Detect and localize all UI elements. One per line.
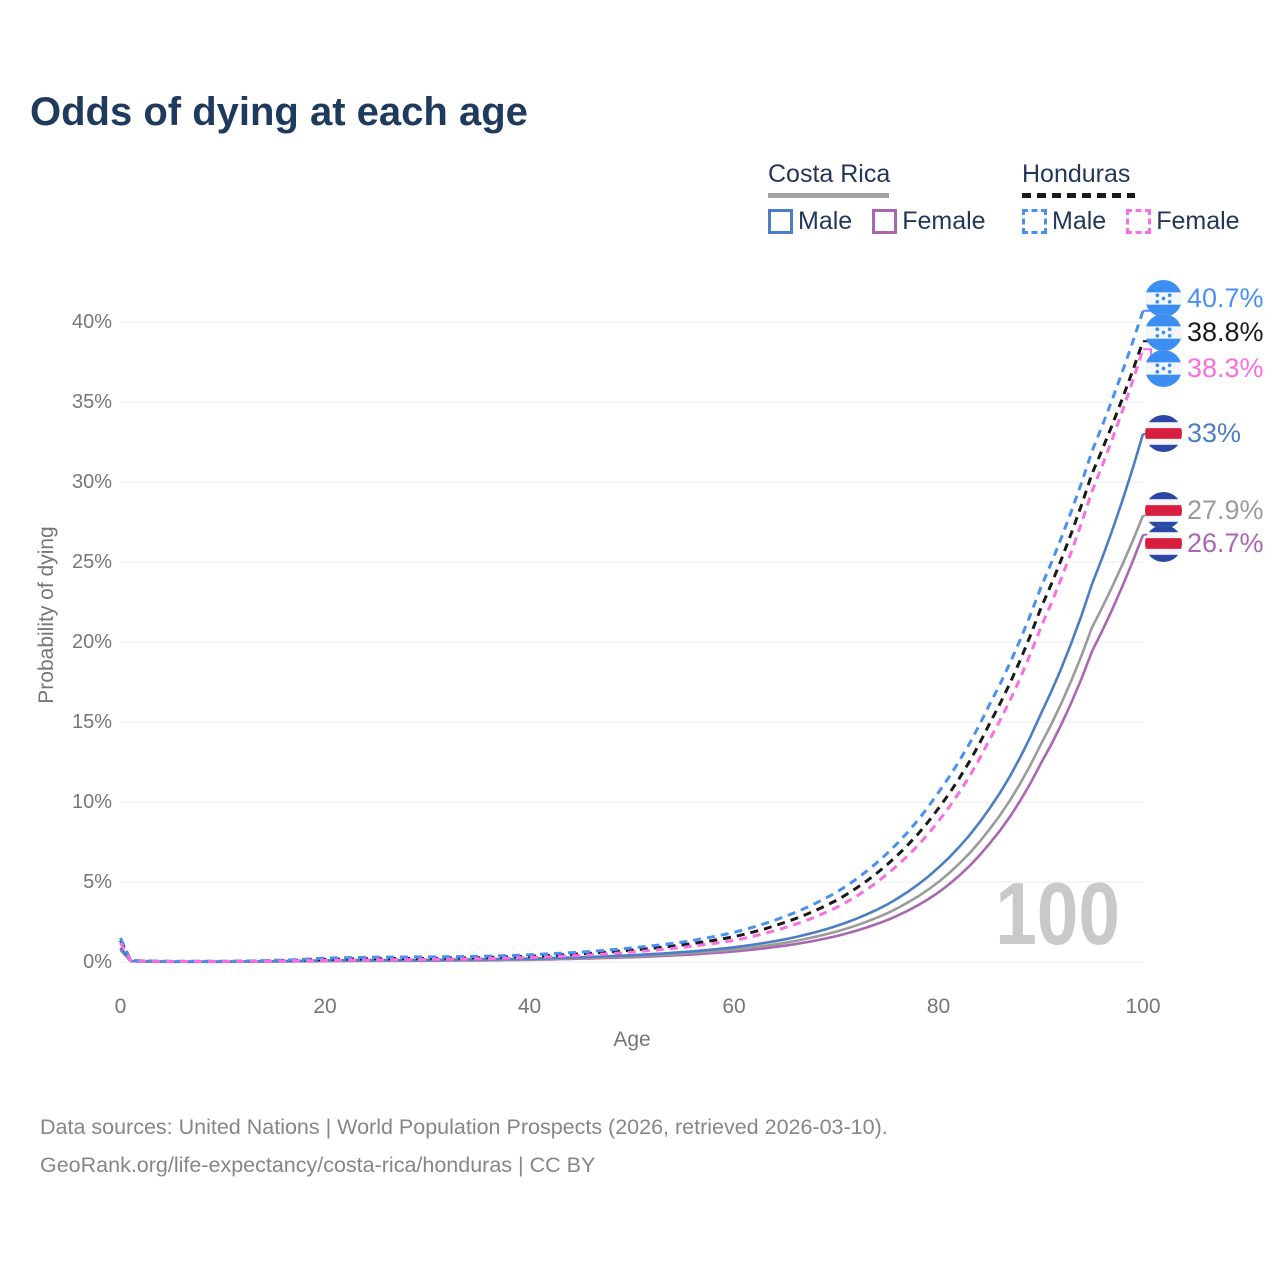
honduras-flag-icon (1145, 280, 1182, 317)
data-sources-line: Data sources: United Nations | World Pop… (40, 1115, 888, 1139)
end-label-costa-rica-male: 33% (1145, 415, 1241, 452)
legend-label: Female (902, 207, 986, 235)
x-tick-label: 60 (722, 995, 746, 1018)
x-axis-title: Age (613, 1028, 651, 1051)
legend-group-costa-rica: Costa Rica Male Female (768, 160, 986, 236)
end-label-value: 33% (1187, 417, 1242, 448)
y-tick-label: 5% (83, 871, 112, 893)
page-title: Odds of dying at each age (30, 90, 528, 134)
costa-rica-solid-line-swatch (768, 193, 889, 198)
y-tick-label: 35% (71, 391, 112, 413)
legend-label: Male (798, 207, 853, 235)
end-label-honduras-female: 38.3% (1145, 350, 1264, 387)
footer: Data sources: United Nations | World Pop… (40, 1108, 888, 1184)
x-tick-label: 40 (517, 995, 542, 1018)
attribution-line: GeoRank.org/life-expectancy/costa-rica/h… (40, 1153, 596, 1177)
end-label-honduras-male: 40.7% (1145, 280, 1264, 317)
honduras-flag-icon (1145, 350, 1182, 387)
x-tick-label: 100 (1125, 995, 1161, 1018)
series-line-honduras-female[interactable] (119, 348, 1145, 963)
x-tick-label: 80 (926, 995, 951, 1018)
y-tick-label: 10% (71, 791, 112, 813)
series-line-honduras-male[interactable] (119, 310, 1145, 963)
age-indicator-watermark: 100 (995, 864, 1120, 963)
legend-item-honduras-female[interactable]: Female (1126, 207, 1240, 236)
legend-country-costa-rica: Costa Rica (768, 160, 891, 188)
y-tick-label: 15% (71, 711, 112, 733)
y-tick-label: 40% (71, 311, 112, 333)
honduras-dashed-line-swatch (1022, 193, 1135, 198)
end-label-value: 40.7% (1187, 282, 1264, 313)
y-tick-label: 20% (71, 631, 112, 653)
x-tick-label: 20 (313, 995, 337, 1018)
costa-rica-flag-icon (1145, 492, 1182, 529)
legend-group-honduras: Honduras Male Female (1022, 160, 1240, 236)
legend-item-costa-rica-female[interactable]: Female (872, 207, 986, 236)
end-label-honduras-both: 38.8% (1145, 314, 1264, 351)
end-label-value: 38.3% (1187, 352, 1264, 383)
costa-rica-female-swatch-icon (872, 209, 898, 234)
end-label-value: 27.9% (1187, 494, 1264, 525)
costa-rica-male-swatch-icon (768, 209, 793, 234)
honduras-female-swatch-icon (1126, 209, 1152, 234)
legend-label: Male (1052, 207, 1107, 235)
honduras-male-swatch-icon (1022, 209, 1047, 234)
end-label-value: 26.7% (1187, 527, 1264, 558)
end-label-value: 38.8% (1187, 316, 1264, 347)
y-tick-label: 30% (71, 471, 112, 493)
costa-rica-flag-icon (1145, 415, 1182, 452)
end-label-costa-rica-both: 27.9% (1145, 492, 1264, 529)
legend-item-costa-rica-male[interactable]: Male (768, 207, 852, 236)
y-tick-label: 25% (71, 551, 112, 573)
honduras-flag-icon (1145, 314, 1182, 351)
costa-rica-flag-icon (1145, 525, 1182, 562)
x-tick-label: 0 (114, 995, 127, 1018)
y-tick-label: 0% (83, 951, 112, 973)
legend-country-honduras: Honduras (1022, 160, 1131, 188)
end-label-costa-rica-female: 26.7% (1145, 525, 1264, 562)
legend-label: Female (1156, 207, 1240, 235)
legend-item-honduras-male[interactable]: Male (1022, 207, 1106, 236)
